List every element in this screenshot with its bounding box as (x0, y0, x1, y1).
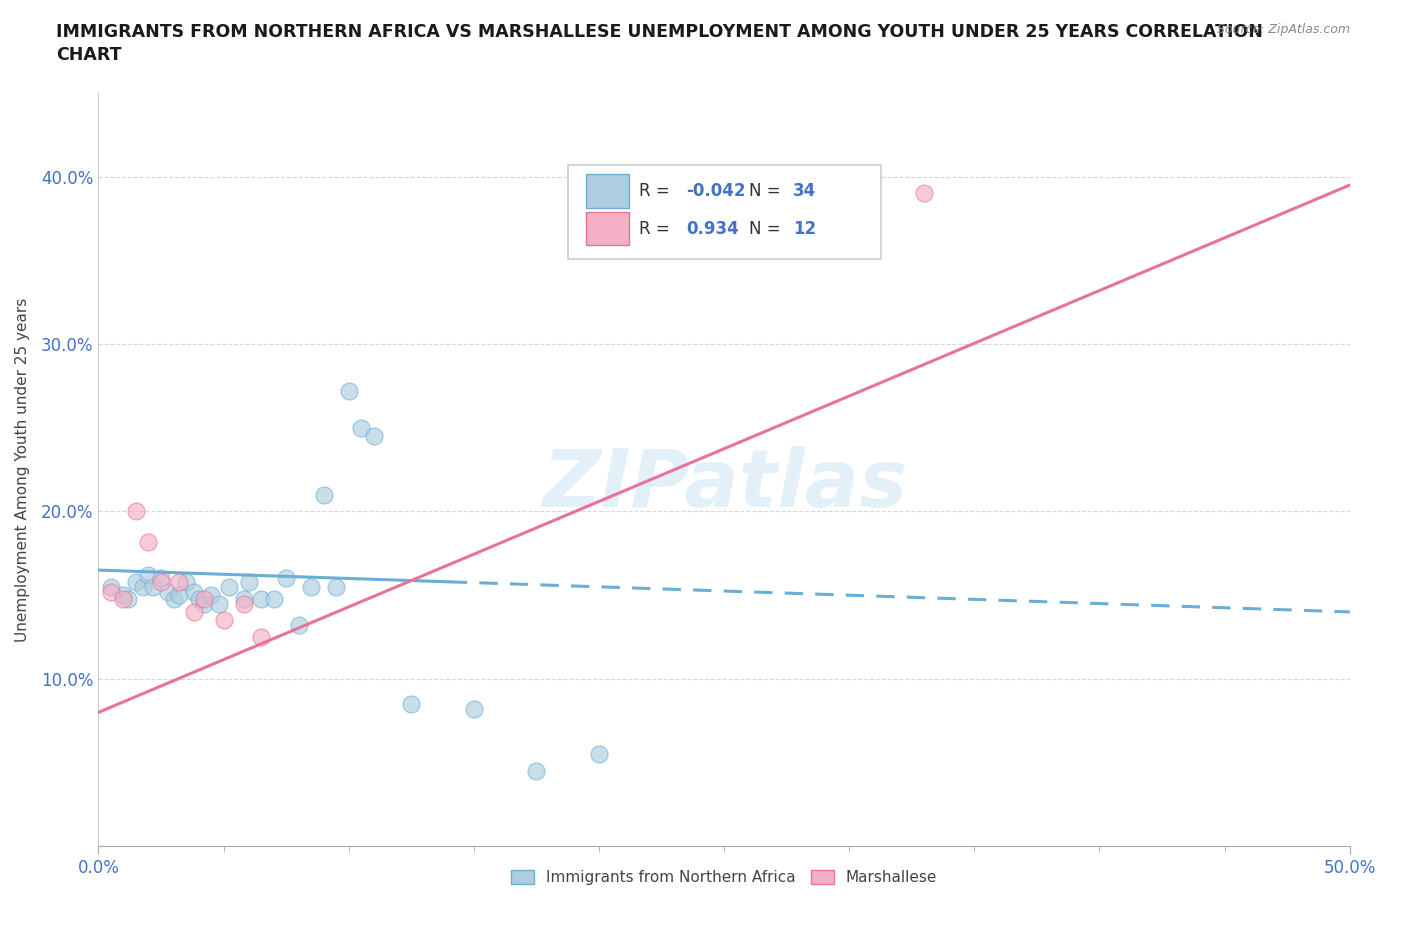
Point (200, 588, 222, 603)
Point (287, 618, 309, 632)
Text: R =: R = (638, 182, 675, 200)
Text: IMMIGRANTS FROM NORTHERN AFRICA VS MARSHALLESE UNEMPLOYMENT AMONG YOUTH UNDER 25: IMMIGRANTS FROM NORTHERN AFRICA VS MARSH… (56, 23, 1263, 41)
Point (250, 591, 273, 606)
Point (218, 579, 240, 594)
Point (193, 596, 215, 611)
Point (138, 534, 160, 549)
Point (193, 591, 215, 606)
Point (100, 579, 122, 594)
Point (401, 697, 423, 711)
Text: -0.042: -0.042 (686, 182, 747, 200)
Point (125, 504, 148, 519)
Point (174, 575, 197, 590)
Point (150, 571, 173, 586)
Point (363, 429, 385, 444)
Point (325, 579, 347, 594)
Point (157, 584, 180, 599)
Point (167, 575, 190, 590)
Point (263, 591, 285, 606)
Text: 12: 12 (793, 219, 815, 237)
Point (132, 579, 155, 594)
Point (299, 579, 322, 594)
Point (232, 591, 254, 606)
Point (183, 604, 205, 619)
Point (162, 591, 184, 606)
Point (238, 575, 260, 590)
Text: 0.934: 0.934 (686, 219, 740, 237)
Legend: Immigrants from Northern Africa, Marshallese: Immigrants from Northern Africa, Marshal… (505, 864, 943, 891)
Point (207, 596, 229, 611)
Point (117, 591, 139, 606)
Point (142, 579, 165, 594)
Point (337, 383, 360, 398)
Text: 34: 34 (793, 182, 815, 200)
Point (100, 584, 122, 599)
Point (125, 575, 148, 590)
Text: N =: N = (749, 219, 786, 237)
Text: Source: ZipAtlas.com: Source: ZipAtlas.com (1216, 23, 1350, 36)
FancyBboxPatch shape (586, 174, 628, 207)
Point (350, 420, 373, 435)
Y-axis label: Unemployment Among Youth under 25 years: Unemployment Among Youth under 25 years (15, 298, 30, 642)
Point (250, 630, 273, 644)
Point (274, 571, 298, 586)
Point (912, 186, 935, 201)
Text: CHART: CHART (56, 46, 122, 64)
Point (524, 764, 547, 778)
Point (588, 747, 610, 762)
Point (463, 701, 485, 716)
Point (167, 588, 190, 603)
Point (187, 591, 209, 606)
Text: N =: N = (749, 182, 786, 200)
Point (232, 596, 254, 611)
FancyBboxPatch shape (586, 212, 628, 246)
Point (112, 588, 135, 603)
Point (312, 487, 335, 502)
Point (212, 613, 235, 628)
FancyBboxPatch shape (568, 165, 880, 259)
Point (150, 575, 173, 590)
Text: ZIPatlas: ZIPatlas (541, 445, 907, 524)
Point (138, 567, 160, 582)
Point (112, 591, 135, 606)
Point (183, 584, 205, 599)
Text: R =: R = (638, 219, 675, 237)
